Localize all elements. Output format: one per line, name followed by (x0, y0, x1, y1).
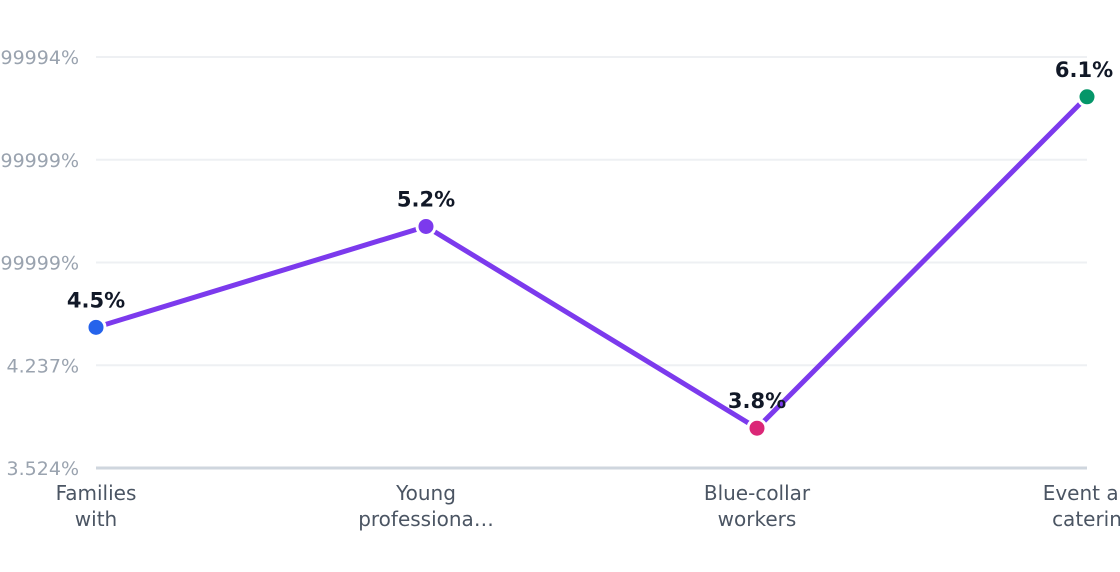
series (85, 86, 1098, 439)
x-tick-label: Families (56, 481, 137, 505)
x-tick-label: Blue-collar (704, 481, 811, 505)
x-tick-label: Event an (1043, 481, 1120, 505)
data-point (746, 417, 768, 439)
data-labels: 4.5% 5.2% 3.8% 6.1% (67, 58, 1113, 413)
y-tick-label: 3.524% (7, 458, 79, 480)
x-tick-label: with (75, 507, 117, 531)
y-tick-label: 99999% (1, 253, 80, 275)
data-point (85, 316, 107, 338)
x-tick-label: workers (718, 507, 797, 531)
x-tick-label: caterin (1052, 507, 1120, 531)
data-label: 4.5% (67, 288, 125, 312)
y-tick-label: 99999% (1, 150, 80, 172)
gridlines (96, 56, 1087, 470)
data-point (1076, 86, 1098, 108)
data-label: 5.2% (397, 187, 455, 211)
series-line (93, 94, 1090, 431)
x-tick-label: Young (395, 481, 456, 505)
data-point (415, 215, 437, 237)
y-axis-ticks: 3.524% 4.237% 99999% 99999% 99994% (1, 47, 80, 480)
y-tick-label: 99994% (1, 47, 80, 69)
y-tick-label: 4.237% (7, 355, 79, 377)
data-label: 6.1% (1055, 58, 1113, 82)
data-label: 3.8% (728, 389, 786, 413)
x-tick-label: professiona… (358, 507, 494, 531)
